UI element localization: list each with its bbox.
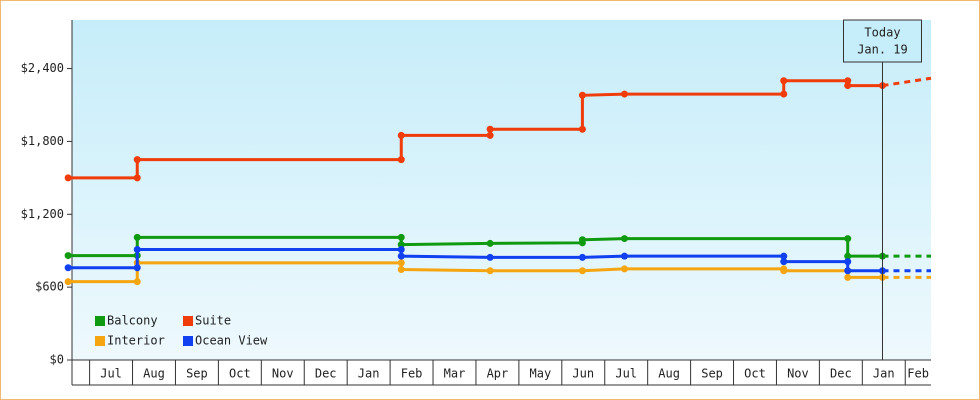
point — [578, 236, 586, 244]
legend-swatch — [95, 336, 105, 346]
x-tick-label: Apr — [487, 367, 509, 381]
x-tick-label: Sep — [701, 367, 723, 381]
point — [780, 77, 788, 85]
point — [64, 264, 72, 272]
x-tick-label: Jul — [100, 367, 122, 381]
point — [780, 267, 788, 275]
x-tick-label: Dec — [830, 367, 852, 381]
point — [486, 131, 494, 139]
point — [844, 77, 852, 85]
point — [64, 252, 72, 260]
plot-area — [72, 20, 931, 360]
x-tick-label: Oct — [229, 367, 251, 381]
point — [844, 252, 852, 260]
x-tick-label: Jun — [572, 367, 594, 381]
legend-label: Balcony — [107, 314, 158, 328]
point — [578, 91, 586, 99]
point — [620, 90, 628, 98]
legend-label: Suite — [195, 314, 231, 328]
x-tick-label: Sep — [186, 367, 208, 381]
point — [133, 246, 141, 253]
point — [133, 156, 141, 164]
y-tick-label: $0 — [50, 353, 64, 367]
x-tick-label: Dec — [315, 367, 337, 381]
point — [64, 278, 72, 286]
x-tick-label: Jul — [615, 367, 637, 381]
x-tick-label: May — [530, 367, 552, 381]
today-label: Jan. 19 — [857, 43, 908, 57]
x-tick-label: Feb — [907, 367, 929, 381]
point — [844, 267, 852, 275]
point — [780, 258, 788, 266]
point — [620, 252, 628, 260]
legend-swatch — [183, 316, 193, 326]
point — [578, 125, 586, 133]
point — [780, 252, 788, 260]
x-tick-label: Aug — [143, 367, 165, 381]
point — [844, 235, 852, 243]
point — [844, 258, 852, 266]
point — [397, 259, 405, 267]
point — [578, 253, 586, 261]
point — [578, 267, 586, 275]
point — [486, 253, 494, 261]
point — [397, 241, 405, 249]
legend-label: Interior — [107, 334, 165, 348]
x-tick-label: Aug — [658, 367, 680, 381]
legend-swatch — [95, 316, 105, 326]
x-tick-label: Oct — [744, 367, 766, 381]
point — [844, 82, 852, 90]
point — [397, 246, 405, 253]
point — [397, 233, 405, 241]
point — [486, 267, 494, 275]
point — [133, 278, 141, 286]
point — [486, 239, 494, 247]
x-tick-label: Nov — [272, 367, 294, 381]
point — [844, 273, 852, 281]
point — [397, 131, 405, 139]
x-tick-label: Jan — [358, 367, 380, 381]
x-tick-label: Feb — [401, 367, 423, 381]
today-box — [842, 19, 922, 63]
point — [133, 233, 141, 241]
y-tick-label: $600 — [35, 280, 64, 294]
today-label: Today — [864, 26, 900, 40]
point — [397, 266, 405, 274]
point — [397, 252, 405, 260]
point — [620, 235, 628, 243]
point — [64, 174, 72, 182]
x-tick-label: Jan — [873, 367, 895, 381]
point — [397, 156, 405, 164]
y-tick-label: $1,200 — [21, 207, 64, 221]
point — [133, 264, 141, 272]
x-tick-label: Mar — [444, 367, 466, 381]
point — [620, 265, 628, 273]
point — [486, 125, 494, 133]
y-tick-label: $1,800 — [21, 134, 64, 148]
legend-label: Ocean View — [195, 334, 268, 348]
projection-line — [882, 76, 932, 88]
point — [133, 174, 141, 182]
point — [780, 90, 788, 98]
x-tick-label: Nov — [787, 367, 809, 381]
y-tick-label: $2,400 — [21, 61, 64, 75]
legend-swatch — [183, 336, 193, 346]
